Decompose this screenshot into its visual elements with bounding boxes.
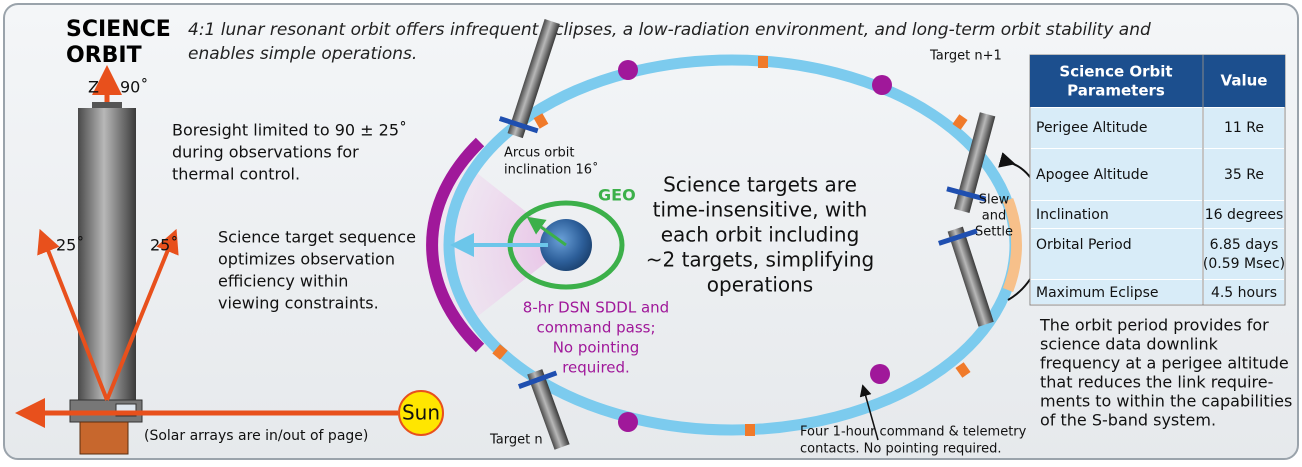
sun: [398, 390, 444, 436]
table-cell: 16 degrees: [1205, 207, 1284, 223]
caption: 4:1 lunar resonant orbit offers infreque…: [188, 20, 1151, 40]
table-cell: 11 Re: [1224, 120, 1264, 136]
targets-text: Science targets are: [663, 173, 857, 197]
inclination-text: inclination 16˚: [504, 162, 599, 178]
target-spacecraft: [498, 19, 996, 450]
table-cell: 4.5 hours: [1211, 285, 1277, 301]
parameter-table: [1029, 54, 1286, 306]
slew-segment: [1002, 198, 1022, 292]
inclination-text: Arcus orbit: [504, 146, 575, 161]
angle-label: 25˚: [150, 236, 178, 255]
angle-label: 90˚: [120, 78, 148, 97]
inclination-arrow: [526, 216, 567, 247]
targets-text: time-insensitive, with: [653, 198, 868, 222]
dsn-arc: [426, 137, 485, 353]
slew-text: and: [982, 209, 1006, 224]
dsn-text: required.: [562, 359, 630, 377]
cone-arrow: [105, 228, 179, 401]
table-cell: Maximum Eclipse: [1036, 285, 1159, 301]
angle-label: 25˚: [56, 236, 84, 255]
table-cell: Perigee Altitude: [1036, 120, 1147, 136]
geo-label: GEO: [598, 186, 636, 205]
table-cell: (0.59 Msec): [1203, 256, 1285, 272]
z-label: Z: [88, 78, 99, 97]
sequence-text: optimizes observation: [218, 250, 395, 269]
target-label: Target n: [489, 433, 543, 448]
note-text: of the S-band system.: [1040, 411, 1216, 430]
table-header: Value: [1221, 72, 1268, 90]
note-text: frequency at a perigee altitude: [1040, 354, 1289, 373]
contact-pointer: [859, 384, 879, 441]
note-text: science data downlink: [1040, 335, 1219, 354]
orbit-markers: [492, 56, 971, 436]
note-text: ments to within the capabilities: [1040, 392, 1292, 411]
caption: enables simple operations.: [188, 44, 417, 64]
dsn-text: No pointing: [553, 339, 640, 357]
contacts-text: contacts. No pointing required.: [800, 442, 1002, 457]
table-cell: 6.85 days: [1210, 237, 1279, 253]
table-cell: 35 Re: [1224, 167, 1264, 183]
note-text: that reduces the link require-: [1040, 373, 1273, 392]
slew-text: Settle: [975, 225, 1013, 240]
targets-text: each orbit including: [661, 223, 860, 247]
table-cell: Inclination: [1036, 207, 1109, 223]
table-cell: Apogee Altitude: [1036, 167, 1148, 183]
note-text: The orbit period provides for: [1039, 316, 1269, 335]
slew-text: Slew: [979, 193, 1010, 208]
dsn-text: command pass;: [536, 319, 655, 337]
boresight-text: thermal control.: [172, 165, 300, 184]
sequence-text: viewing constraints.: [218, 294, 379, 313]
table-header: Science Orbit: [1059, 63, 1172, 81]
solar-note: (Solar arrays are in/out of page): [144, 428, 368, 444]
boresight-text: during observations for: [172, 143, 359, 162]
sequence-text: efficiency within: [218, 272, 348, 291]
title: ORBIT: [66, 43, 142, 68]
spacecraft: [69, 102, 143, 455]
contacts-text: Four 1-hour command & telemetry: [800, 425, 1027, 440]
dsn-text: 8-hr DSN SDDL and: [523, 299, 669, 317]
table-header: Parameters: [1067, 82, 1165, 100]
targets-text: operations: [707, 273, 813, 297]
table-cell: Orbital Period: [1036, 237, 1132, 253]
contact-dots: [618, 60, 892, 432]
targets-text: ~2 targets, simplifying: [646, 248, 875, 272]
cone-arrow: [37, 228, 109, 401]
sequence-text: Science target sequence: [218, 228, 416, 247]
boresight-text: Boresight limited to 90 ± 25˚: [172, 121, 407, 140]
title: SCIENCE: [66, 17, 171, 42]
target-label: Target n+1: [929, 49, 1002, 64]
sun-label: Sun: [402, 401, 440, 425]
